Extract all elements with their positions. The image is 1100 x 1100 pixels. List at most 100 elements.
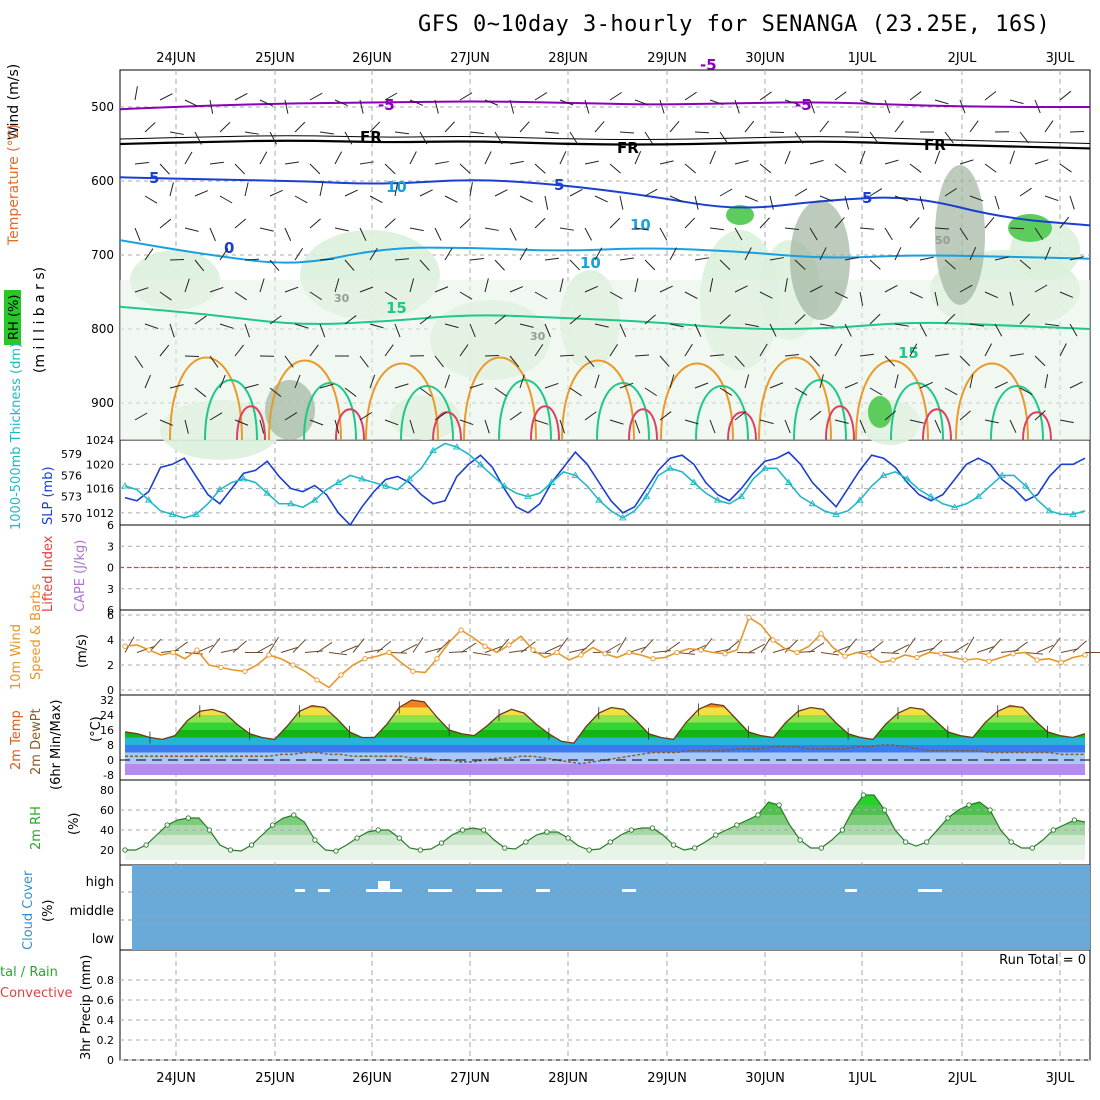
boundary-layer-contour	[660, 362, 734, 441]
wind-barb	[384, 92, 398, 101]
wind-barb	[759, 419, 774, 425]
wind-barb	[584, 411, 597, 421]
wind-barb	[559, 419, 566, 434]
rh-marker	[481, 827, 487, 833]
wind-barb-10m	[232, 640, 247, 653]
thickness-line-marker	[1021, 482, 1030, 489]
wind-barb	[969, 120, 979, 133]
rh-marker	[607, 839, 613, 845]
rh-marker	[692, 845, 698, 851]
thickness-line-marker	[192, 510, 200, 517]
wind-barb	[419, 387, 432, 397]
wind-barb	[569, 387, 582, 397]
wind-barb	[1034, 227, 1044, 240]
rh-marker	[987, 807, 993, 813]
thickness-line-marker	[263, 489, 272, 496]
wind-barb	[684, 91, 697, 101]
wind-barb	[169, 384, 184, 389]
ylabel-cloud-units: (%)	[41, 900, 56, 923]
wind-barb-10m	[808, 642, 825, 653]
ylabel-precip: 3hr Precip (mm)	[79, 955, 94, 1060]
wind-barb	[169, 182, 174, 197]
wind-barb	[709, 354, 724, 357]
wind-barb	[594, 323, 609, 328]
precip-tick-label: 0.4	[97, 1014, 115, 1027]
wind-barb	[359, 411, 373, 421]
wind-barb-10m	[472, 652, 491, 656]
wind-speed-line-marker	[1034, 657, 1040, 663]
wind-barb	[894, 195, 909, 202]
precip-ylabel: 3hr Precip (mm)	[79, 955, 94, 1060]
wind-barb	[1069, 195, 1075, 210]
wind-barb	[519, 323, 534, 328]
wind-barb	[134, 287, 149, 293]
wind-barb	[494, 131, 503, 145]
contour-label: FR	[360, 128, 382, 146]
wind-speed-line-marker	[986, 658, 992, 664]
rh-shade-lower	[120, 280, 1090, 440]
cloud-tick-label: high	[86, 875, 114, 890]
wind-ylabel-3: (m/s)	[75, 634, 90, 668]
contour-label: 30	[334, 292, 350, 305]
wind-barb	[419, 131, 428, 145]
wind-barb	[494, 314, 507, 325]
wind-barb-10m	[832, 645, 850, 653]
wind-barb	[209, 161, 224, 165]
ylabel-wind-10m: 10m Wind	[9, 624, 24, 690]
thickness-line-marker	[524, 492, 532, 500]
cloud-high-patch	[428, 889, 452, 892]
wind-barb	[159, 291, 172, 301]
wind-barb	[1034, 410, 1046, 421]
wind-barb	[184, 99, 198, 107]
wind-barb-10m	[844, 638, 857, 653]
wind-barb	[634, 354, 650, 357]
wind-barb	[759, 291, 773, 299]
thickness-line-marker	[500, 482, 509, 489]
temp-ylabel: 2m Temp	[9, 710, 24, 770]
wind-barb	[769, 323, 777, 337]
wind-speed-line-marker	[506, 642, 512, 648]
wind-barb	[859, 227, 874, 230]
rh-marker	[354, 835, 360, 841]
wind-barb	[359, 161, 374, 165]
wind-barb	[134, 412, 148, 421]
slp-tick-label: 1020	[86, 458, 114, 471]
wind-barb	[759, 91, 772, 101]
wind-barb	[1009, 227, 1025, 230]
wind-barb	[869, 259, 881, 270]
wind-barb	[634, 151, 642, 165]
wind-barb	[894, 323, 909, 327]
wind-barb	[244, 323, 251, 338]
contour-label: 0	[224, 239, 234, 257]
boundary-layer-contour	[463, 356, 537, 441]
wind-barb	[419, 189, 433, 197]
thickness-line-marker	[476, 460, 485, 468]
thickness-line-marker	[690, 478, 698, 485]
thickness-line-marker	[1045, 506, 1054, 514]
ylabel-temperature: Temperature (°C)	[6, 124, 22, 246]
wind-barb	[459, 92, 473, 101]
rh-marker	[143, 842, 149, 848]
wind-barb	[394, 182, 399, 197]
wind-barb	[259, 419, 265, 434]
x-tick-label-bottom: 27JUN	[450, 1071, 490, 1086]
thickness-line-marker	[216, 485, 224, 493]
wind-barb	[659, 99, 665, 114]
wind-barb	[219, 374, 226, 389]
temp-band	[125, 707, 1085, 715]
wind-barb	[959, 227, 969, 241]
wind-barb-10m	[412, 637, 424, 653]
wind-barb	[1044, 246, 1051, 261]
wind-speed-line-marker	[410, 668, 416, 674]
contour-label: FR	[924, 136, 946, 154]
wind-barb	[609, 217, 621, 229]
wind-speed-line-marker	[842, 653, 848, 659]
wind-speed-line-marker	[266, 652, 272, 658]
rh-marker	[227, 847, 234, 853]
wind-barb	[719, 314, 731, 325]
wind-barb	[409, 151, 417, 165]
wind-barb	[394, 323, 401, 338]
wind-barb	[769, 195, 774, 210]
cloud-tick-label: low	[92, 932, 115, 947]
